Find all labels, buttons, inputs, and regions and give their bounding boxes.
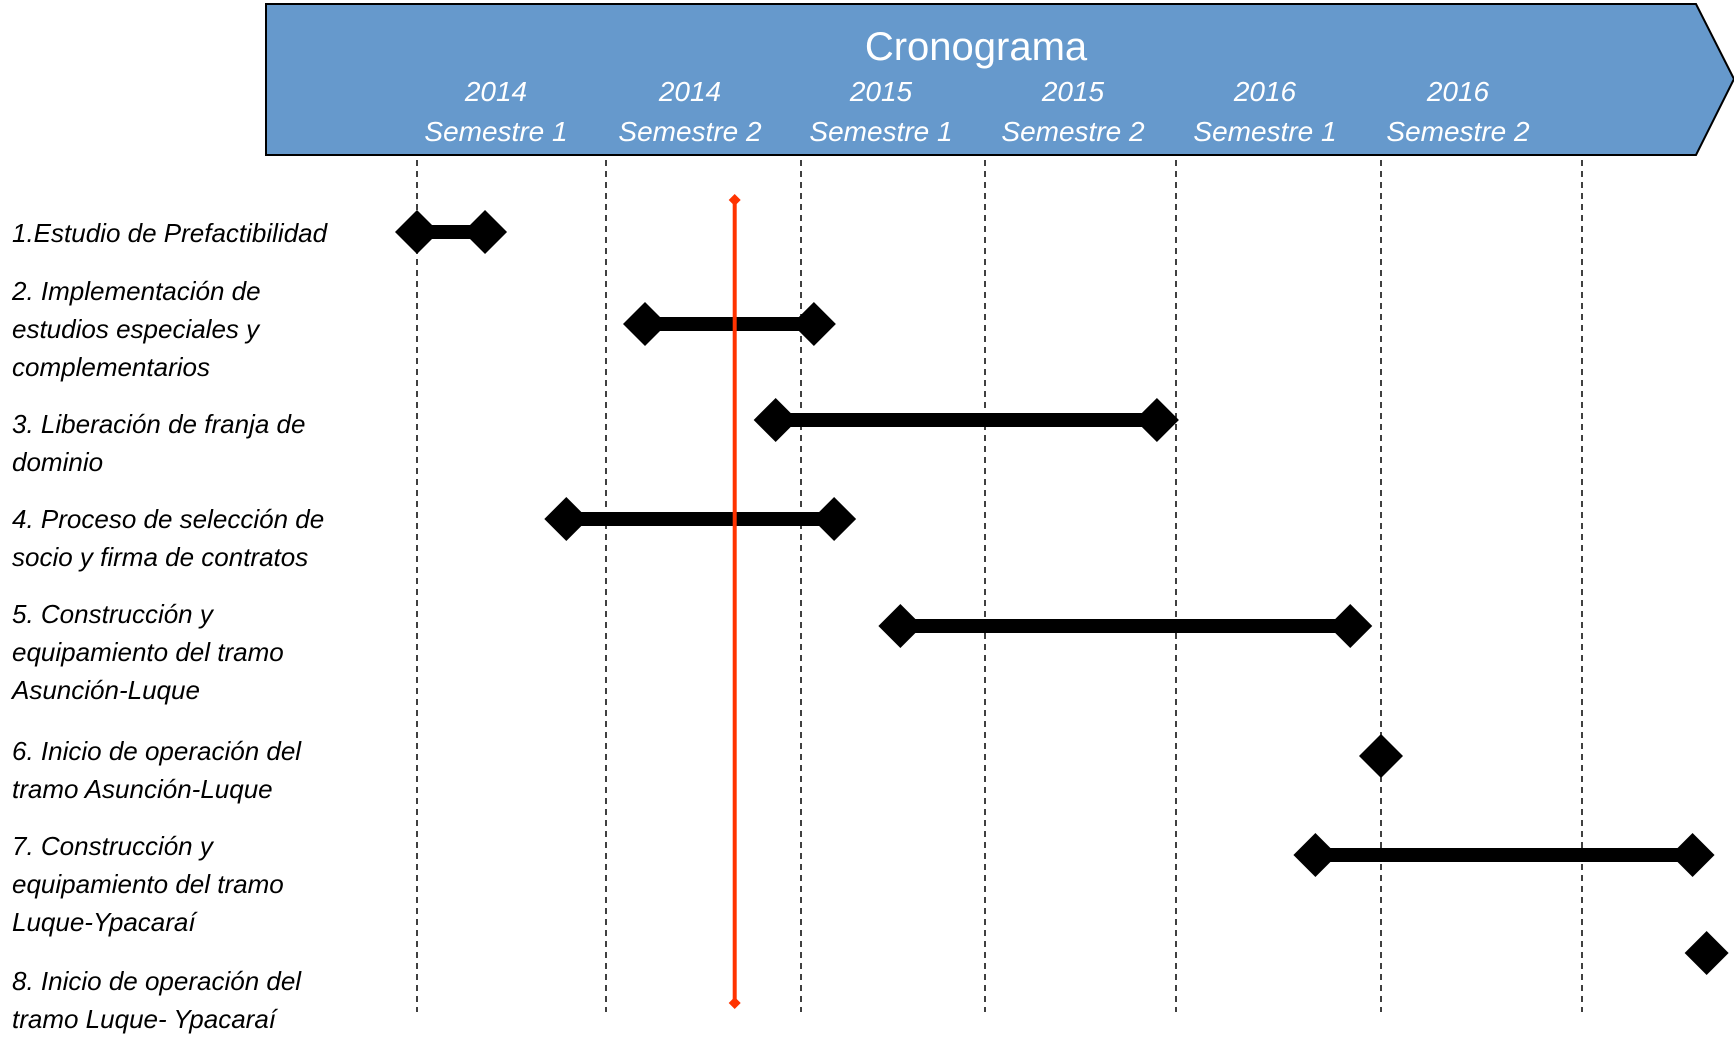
timeline-banner: Cronograma: [265, 3, 1734, 156]
today-line-cap: [728, 194, 741, 206]
column-year: 2014: [464, 76, 527, 107]
task-label-line: Asunción-Luque: [12, 675, 200, 705]
task-label-line: socio y firma de contratos: [12, 542, 309, 572]
task-label-line: 7. Construcción y: [12, 831, 213, 861]
today-marker: [728, 194, 741, 1009]
task-label: 7. Construcción y equipamiento del tramo L…: [12, 827, 392, 941]
task-label: 5. Construcción y equipamiento del tramo A…: [12, 595, 392, 709]
task-start-diamond: [753, 398, 798, 442]
task-label-line: 6. Inicio de operación del: [12, 736, 302, 766]
column-year: 2016: [1233, 76, 1297, 107]
task-label-line: tramo Luque- Ypacaraí: [12, 1004, 277, 1034]
task-label-line: 2. Implementación de: [12, 276, 261, 306]
column-year: 2015: [1041, 76, 1105, 107]
grid-lines: [416, 160, 1583, 1012]
column-year: 2014: [658, 76, 721, 107]
task-label-line: 8. Inicio de operación del: [12, 966, 302, 996]
task-end-diamond: [1134, 398, 1179, 442]
task-end-diamond: [1328, 604, 1373, 648]
task-label-line: tramo Asunción-Luque: [12, 774, 273, 804]
task-label-line: 1.Estudio de Prefactibilidad: [12, 218, 328, 248]
task-start-diamond: [544, 497, 589, 541]
milestone-diamond: [1684, 931, 1729, 975]
column-semester: Semestre 2: [1386, 116, 1530, 147]
task-label-line: equipamiento del tramo: [12, 869, 284, 899]
banner-arrow: [265, 3, 1734, 156]
task-label: 1.Estudio de Prefactibilidad: [12, 214, 392, 252]
task-label: 2. Implementación de estudios especiales …: [12, 272, 392, 386]
column-semester: Semestre 2: [1001, 116, 1145, 147]
column-year: 2016: [1426, 76, 1490, 107]
task-start-diamond: [878, 604, 923, 648]
task-label: 8. Inicio de operación del tramo Luque- Y…: [12, 962, 392, 1038]
task-label-line: estudios especiales y: [12, 314, 260, 344]
column-semester: Semestre 1: [1193, 116, 1336, 147]
task-label: 4. Proceso de selección de socio y firma …: [12, 500, 392, 576]
task-label-line: 4. Proceso de selección de: [12, 504, 325, 534]
task-end-diamond: [1670, 833, 1715, 877]
banner-title: Cronograma: [865, 25, 1088, 69]
task-end-diamond: [791, 302, 836, 346]
column-semester: Semestre 2: [618, 116, 762, 147]
column-year: 2015: [849, 76, 913, 107]
task-label-line: Luque-Ypacaraí: [12, 907, 196, 937]
column-semester: Semestre 1: [809, 116, 952, 147]
task-label-line: 5. Construcción y: [12, 599, 213, 629]
task-end-diamond: [812, 497, 857, 541]
task-start-diamond: [623, 302, 667, 346]
task-label: 6. Inicio de operación del tramo Asunción…: [12, 732, 392, 808]
task-label-line: 3. Liberación de franja de: [12, 409, 306, 439]
task-start-diamond: [1293, 833, 1338, 877]
task-bars: [395, 210, 1729, 975]
task-label-line: equipamiento del tramo: [12, 637, 284, 667]
task-start-diamond: [395, 210, 439, 254]
task-end-diamond: [463, 210, 508, 254]
task-label-line: dominio: [12, 447, 104, 477]
milestone-diamond: [1359, 734, 1403, 778]
today-line-cap: [728, 997, 741, 1009]
task-label: 3. Liberación de franja de dominio: [12, 405, 392, 481]
task-label-line: complementarios: [12, 352, 210, 382]
column-labels: 2014 Semestre 1 2014 Semestre 2 2015 Semestre…: [424, 76, 1530, 147]
column-semester: Semestre 1: [424, 116, 567, 147]
